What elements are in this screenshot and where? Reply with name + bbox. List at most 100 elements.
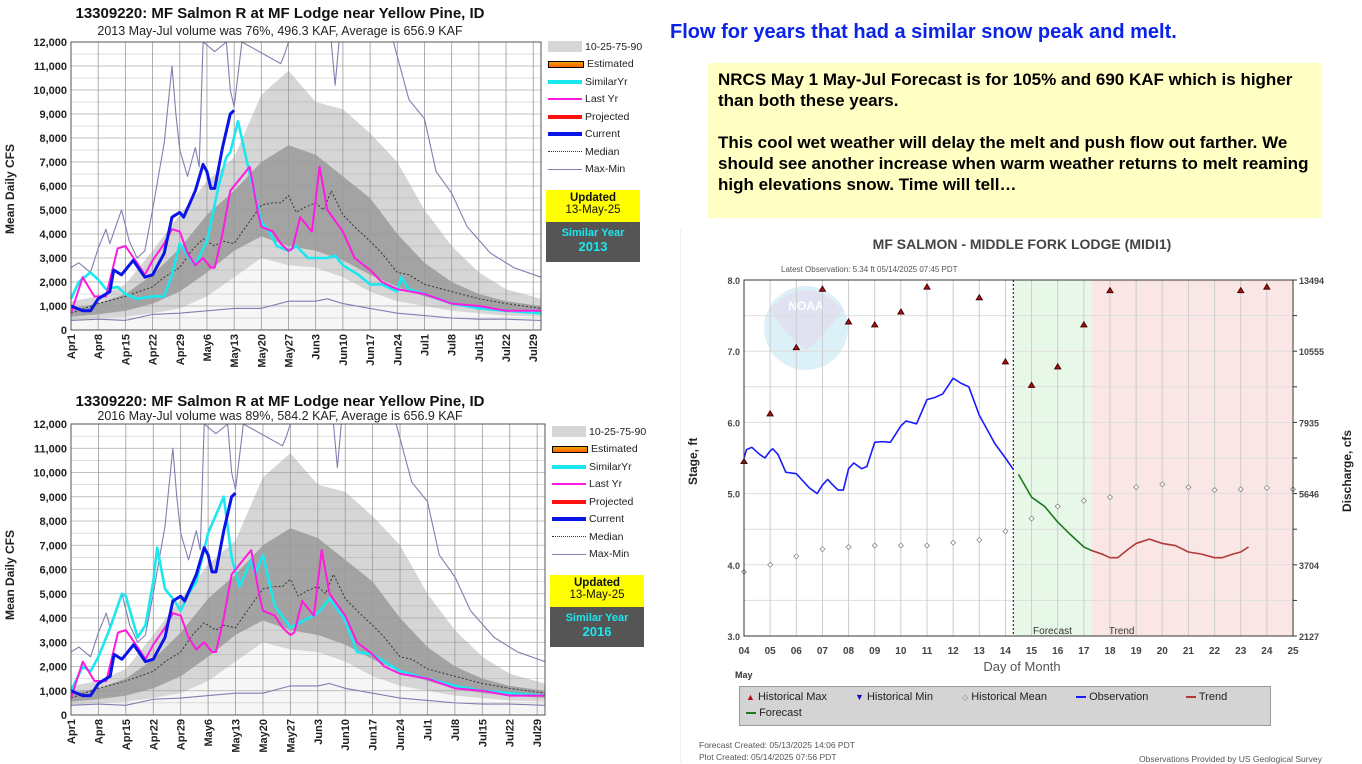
y-tick-label: 2,000 — [39, 277, 67, 289]
historical-mean-point — [1080, 497, 1087, 504]
legend-swatch — [552, 553, 586, 555]
series-similar-line — [69, 495, 546, 697]
legend-forecast: Forecast — [746, 707, 802, 719]
legend-swatch — [552, 464, 586, 469]
legend-item-last-yr: Last Yr — [548, 91, 642, 109]
x-tick-label: 10 — [895, 646, 907, 657]
x-tick-label: May20 — [258, 719, 270, 753]
historical-max-point — [1262, 283, 1271, 290]
y-tick-label: 9,000 — [39, 109, 67, 121]
legend-item-band-10-25-75-90: 10-25-75-90 — [552, 423, 646, 441]
triangle-down-icon: ▼ — [855, 692, 864, 702]
historical-mean-point — [950, 539, 957, 546]
similar-year-label: Similar Year — [565, 612, 629, 624]
note-outlook: This cool wet weather will delay the mel… — [718, 133, 1309, 194]
series-similar-line — [69, 119, 542, 315]
legend-item-current: Current — [548, 126, 642, 144]
historical-max-point — [844, 318, 853, 325]
legend-label: 10-25-75-90 — [585, 40, 643, 53]
x-tick-label: Jul29 — [532, 719, 544, 747]
y-tick-label: 5,000 — [39, 589, 67, 601]
similar-year-label: Similar Year — [561, 227, 625, 239]
historical-max-point — [1027, 381, 1036, 388]
x-tick-label: 06 — [791, 646, 803, 657]
legend-historical-min: ▼ Historical Min — [855, 691, 933, 703]
forecast-note: NRCS May 1 May-Jul Forecast is for 105% … — [708, 63, 1322, 218]
legend-item-projected: Projected — [548, 108, 642, 126]
noaa-logo-text: NOAA — [788, 299, 824, 313]
y-tick-label: 8,000 — [39, 133, 67, 145]
diamond-icon: ◇ — [962, 693, 969, 702]
x-tick-label: May6 — [202, 334, 214, 362]
legend-label: Historical Mean — [971, 691, 1048, 703]
y-tick-label: 12,000 — [33, 37, 67, 49]
legend-swatch — [552, 445, 588, 453]
legend-swatch — [552, 517, 586, 522]
legend-label: 10-25-75-90 — [589, 425, 647, 438]
legend-item-similar-yr: SimilarYr — [548, 73, 642, 91]
x-tick-label: 23 — [1235, 646, 1247, 657]
legend-swatch — [548, 41, 582, 53]
x-tick-label: 05 — [765, 646, 777, 657]
x-tick-label: 04 — [738, 646, 750, 657]
x-tick-label: Jun17 — [368, 719, 380, 751]
legend-label: SimilarYr — [585, 75, 628, 88]
x-tick-label: 22 — [1209, 646, 1221, 657]
legend-label: Max-Min — [589, 548, 630, 561]
legend-item-similar-yr: SimilarYr — [552, 458, 646, 476]
historical-max-point — [766, 409, 775, 417]
legend-swatch — [548, 114, 582, 119]
historical-mean-point — [1263, 484, 1270, 491]
historical-max-point — [896, 308, 905, 315]
month-label: May — [735, 670, 753, 680]
y-tick-label: 7.0 — [727, 347, 740, 357]
legend-label: Last Yr — [585, 93, 619, 106]
series-current-line — [70, 492, 237, 698]
historical-max-point — [923, 283, 931, 290]
region-label: Trend — [1109, 626, 1135, 637]
legend-swatch — [548, 168, 582, 170]
x-tick-label: 25 — [1287, 646, 1299, 657]
legend-item-max-min: Max-Min — [552, 546, 646, 564]
legend-item-band-10-25-75-90: 10-25-75-90 — [548, 38, 642, 56]
y-tick-label: 11,000 — [34, 61, 67, 73]
x-tick-label: Apr22 — [148, 334, 160, 365]
historical-mean-point — [976, 536, 983, 543]
line-swatch — [746, 712, 756, 715]
plot-created: Plot Created: 05/14/2025 07:56 PDT — [699, 752, 837, 762]
x-tick-label: 07 — [817, 646, 829, 657]
legend-label: Current — [589, 513, 625, 526]
legend-observation: Observation — [1076, 691, 1148, 703]
legend-historical-max: ▲ Historical Max — [746, 691, 827, 703]
y-tick-label: 3,000 — [39, 637, 67, 649]
historical-mean-point — [1002, 528, 1009, 535]
y-tick-label: 7,000 — [39, 157, 67, 169]
legend-item-projected: Projected — [552, 493, 646, 511]
historical-max-point — [1106, 286, 1114, 294]
historical-mean-point — [1159, 481, 1166, 488]
y-tick-label: 0 — [61, 325, 67, 337]
legend-label: Median — [585, 145, 620, 158]
legend-label: SimilarYr — [589, 460, 632, 473]
legend-swatch — [548, 151, 582, 153]
band-25-75 — [71, 145, 541, 317]
x-tick-label: 09 — [869, 646, 881, 657]
x-tick-label: Apr29 — [176, 719, 188, 750]
historical-max-point — [1079, 320, 1088, 328]
legend-label: Max-Min — [585, 163, 626, 176]
hydrograph-plot: Forecast Trend NOAA 04 05 06 07 08 09 10 11 12 13 14 1… — [727, 276, 1324, 657]
x-tick-label: Jun24 — [395, 718, 407, 751]
chart2-legend: 10-25-75-90 Estimated SimilarYr Last Yr Proj… — [552, 423, 646, 563]
historical-mean-point — [1106, 494, 1114, 501]
x-tick-label: 24 — [1261, 646, 1273, 657]
y-tick-label: 10,000 — [33, 468, 67, 480]
updated-label: Updated — [570, 192, 616, 204]
series-forecast-line — [1017, 473, 1093, 552]
y-tick-label: 1,000 — [39, 686, 67, 698]
x-tick-label: 16 — [1052, 646, 1064, 657]
chart1-title: 13309220: MF Salmon R at MF Lodge near Y… — [75, 5, 485, 22]
forecast-created: Forecast Created: 05/13/2025 14:06 PDT — [699, 740, 855, 750]
x-tick-label: 13 — [974, 646, 986, 657]
legend-label: Estimated — [591, 443, 638, 456]
y-tick-label: 9,000 — [39, 492, 67, 504]
